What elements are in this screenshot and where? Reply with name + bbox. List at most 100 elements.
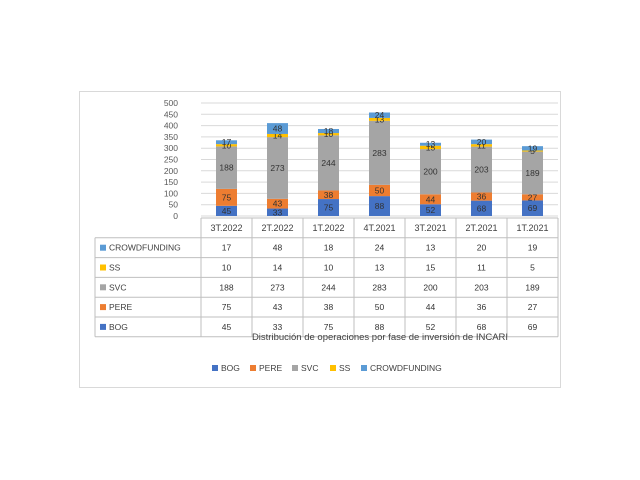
- table-cell-value: 38: [324, 302, 334, 312]
- bar-segment-crowdfunding: [267, 123, 288, 134]
- table-cell-value: 5: [530, 263, 535, 273]
- table-cell-value: 13: [426, 243, 436, 253]
- y-tick-label: 100: [164, 188, 178, 198]
- table-cell-value: 200: [423, 282, 437, 292]
- data-label: 43: [273, 199, 283, 209]
- table-cell-value: 188: [219, 282, 233, 292]
- bar-segment-ss: [216, 144, 237, 147]
- bar-segment-svc: [267, 137, 288, 199]
- table-cell-value: 20: [477, 243, 487, 253]
- table-cell-value: 273: [270, 282, 284, 292]
- table-cell-value: 244: [321, 282, 335, 292]
- x-category-label: 1T.2022: [312, 223, 344, 233]
- bar-segment-ss: [522, 150, 543, 152]
- bar-segment-svc: [522, 151, 543, 195]
- table-cell-value: 75: [324, 322, 334, 332]
- data-label: 20: [477, 137, 487, 147]
- table-cell-value: 17: [222, 243, 232, 253]
- table-cell-value: 24: [375, 243, 385, 253]
- data-label: 75: [324, 203, 334, 213]
- data-label: 188: [219, 163, 233, 173]
- table-cell-value: 15: [426, 263, 436, 273]
- x-category-label: 3T.2022: [210, 223, 242, 233]
- table-cell-value: 88: [375, 322, 385, 332]
- bar-segment-pere: [522, 194, 543, 201]
- data-label: 48: [273, 124, 283, 134]
- table-legend-key: [100, 264, 106, 271]
- bar-segment-pere: [267, 198, 288, 209]
- x-category-label: 3T.2021: [414, 223, 446, 233]
- chart-frame: 0 50 100 150 200 250 300 350 400 450 500 45 75 188 10 1…: [79, 91, 561, 388]
- y-tick-label: 50: [169, 200, 179, 210]
- bar-segment-pere: [471, 192, 492, 201]
- y-tick-label: 450: [164, 109, 178, 119]
- bar-segment-svc: [216, 146, 237, 189]
- bar-segment-bog: [369, 196, 390, 216]
- data-label: 27: [528, 192, 538, 202]
- chart-title: Distribución de operaciones por fase de …: [252, 332, 508, 343]
- legend-swatch-bog: [212, 365, 218, 371]
- y-tick-label: 300: [164, 143, 178, 153]
- y-tick-label: 150: [164, 177, 178, 187]
- bar-segment-crowdfunding: [369, 112, 390, 118]
- data-label: 45: [222, 206, 232, 216]
- table-cell-value: 11: [477, 263, 486, 273]
- data-label: 75: [222, 192, 232, 202]
- bar-segment-ss: [267, 133, 288, 138]
- table-series-name: SVC: [109, 282, 126, 292]
- table-cell-value: 203: [474, 282, 488, 292]
- table-cell-value: 75: [222, 302, 232, 312]
- table-series-name: CROWDFUNDING: [109, 243, 181, 253]
- table-cell-value: 19: [528, 243, 538, 253]
- y-tick-label: 200: [164, 166, 178, 176]
- table-legend-key: [100, 244, 106, 251]
- bar-segment-svc: [318, 135, 339, 191]
- bar-segment-pere: [420, 194, 441, 205]
- stacked-bar-chart: 0501001502002503003504004505004575188101…: [94, 98, 559, 373]
- data-label: 203: [474, 165, 488, 175]
- table-cell-value: 10: [324, 263, 334, 273]
- y-tick-label: 0: [173, 211, 178, 221]
- bar-segment-ss: [420, 145, 441, 150]
- table-series-name: PERE: [109, 302, 132, 312]
- bar-segment-svc: [471, 146, 492, 193]
- y-tick-label: 350: [164, 132, 178, 142]
- x-category-label: 1T.2021: [516, 223, 548, 233]
- y-tick-label: 500: [164, 98, 178, 108]
- data-label: 38: [324, 190, 334, 200]
- bar-segment-crowdfunding: [216, 140, 237, 145]
- data-label: 44: [426, 194, 436, 204]
- bar-segment-bog: [318, 199, 339, 216]
- table-cell-value: 33: [273, 322, 283, 332]
- bar-segment-pere: [216, 188, 237, 206]
- data-label: 10: [222, 140, 232, 150]
- data-label: 189: [525, 168, 539, 178]
- data-label: 19: [528, 143, 538, 153]
- legend-swatch-ss: [330, 365, 336, 371]
- data-label: 52: [426, 205, 436, 215]
- table-cell-value: 189: [525, 282, 539, 292]
- data-label: 13: [375, 114, 385, 124]
- data-label: 283: [372, 148, 386, 158]
- table-series-name: BOG: [109, 322, 128, 332]
- table-series-name: SS: [109, 263, 121, 273]
- bar-segment-pere: [369, 184, 390, 197]
- bar-segment-bog: [267, 208, 288, 216]
- bar-segment-svc: [369, 120, 390, 185]
- data-label: 88: [375, 201, 385, 211]
- table-cell-value: 45: [222, 322, 232, 332]
- legend-label: CROWDFUNDING: [370, 363, 442, 373]
- data-label: 68: [477, 203, 487, 213]
- table-cell-value: 69: [528, 322, 538, 332]
- bar-segment-ss: [471, 144, 492, 147]
- legend-swatch-crowdfunding: [361, 365, 367, 371]
- table-cell-value: 36: [477, 302, 487, 312]
- table-cell-value: 18: [324, 243, 334, 253]
- y-tick-label: 400: [164, 121, 178, 131]
- bar-segment-bog: [522, 200, 543, 216]
- bar-segment-crowdfunding: [522, 146, 543, 151]
- data-label: 33: [273, 207, 283, 217]
- data-label: 24: [375, 110, 385, 120]
- data-label: 69: [528, 203, 538, 213]
- data-label: 11: [477, 140, 486, 150]
